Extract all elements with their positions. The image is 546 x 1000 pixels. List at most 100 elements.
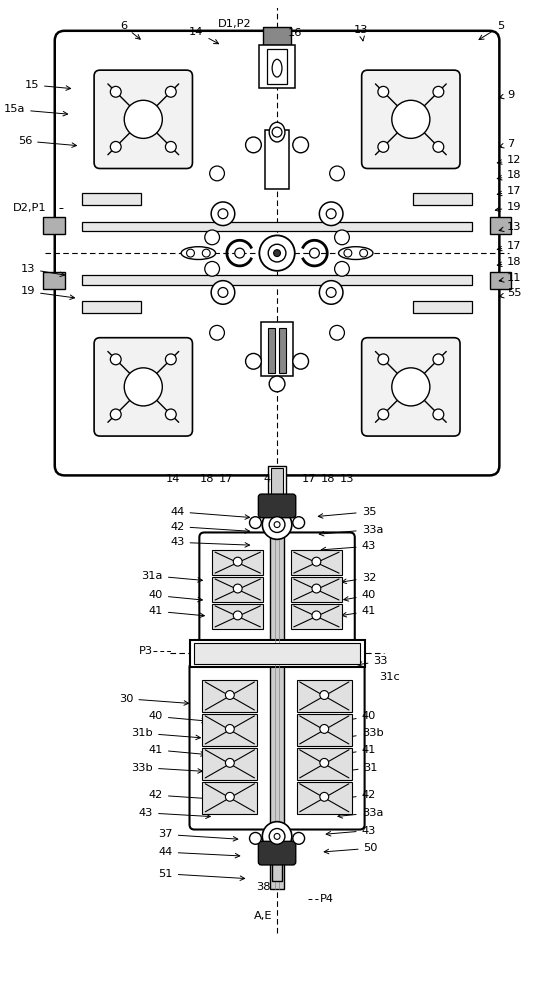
Bar — [203, 748, 257, 780]
Circle shape — [246, 353, 262, 369]
Circle shape — [327, 288, 336, 297]
Text: 18: 18 — [200, 474, 215, 484]
Circle shape — [250, 517, 262, 529]
Circle shape — [225, 691, 234, 699]
Circle shape — [274, 522, 280, 528]
Circle shape — [433, 409, 444, 420]
Text: 40: 40 — [149, 711, 206, 723]
Bar — [271, 468, 283, 503]
Bar — [267, 49, 287, 84]
Bar — [203, 714, 257, 746]
Text: A,E: A,E — [254, 911, 272, 921]
Ellipse shape — [269, 122, 285, 142]
Circle shape — [259, 235, 295, 271]
Circle shape — [433, 141, 444, 152]
Text: 31c: 31c — [379, 672, 400, 682]
Text: 30: 30 — [119, 694, 188, 705]
Text: 41: 41 — [149, 745, 205, 756]
Circle shape — [320, 691, 329, 699]
Circle shape — [312, 584, 321, 593]
Text: 18: 18 — [497, 257, 522, 267]
Text: 31a: 31a — [141, 571, 203, 582]
Text: 37: 37 — [158, 829, 238, 841]
Text: 14: 14 — [189, 27, 218, 44]
Circle shape — [225, 758, 234, 767]
Text: 35: 35 — [318, 507, 376, 518]
Text: 41: 41 — [264, 474, 278, 484]
Circle shape — [335, 230, 349, 245]
Circle shape — [378, 409, 389, 420]
Circle shape — [235, 248, 245, 258]
Bar — [272, 861, 282, 881]
Circle shape — [319, 202, 343, 226]
Text: 38: 38 — [256, 882, 270, 892]
Circle shape — [210, 325, 224, 340]
Circle shape — [165, 409, 176, 420]
Circle shape — [392, 100, 430, 138]
FancyBboxPatch shape — [361, 70, 460, 169]
Text: 17: 17 — [218, 474, 233, 484]
Text: 32: 32 — [342, 573, 376, 584]
Bar — [270, 525, 284, 889]
Bar — [490, 217, 511, 234]
Circle shape — [327, 209, 336, 219]
Text: 33a: 33a — [319, 525, 383, 536]
Circle shape — [320, 792, 329, 801]
Circle shape — [203, 249, 210, 257]
Bar — [194, 643, 360, 664]
Text: 15a: 15a — [4, 104, 68, 116]
Bar — [82, 275, 472, 285]
Circle shape — [293, 137, 308, 153]
Bar — [291, 550, 342, 575]
Circle shape — [378, 86, 389, 97]
FancyBboxPatch shape — [94, 70, 192, 169]
FancyBboxPatch shape — [94, 338, 192, 436]
Bar — [82, 193, 141, 205]
Text: D1,P2: D1,P2 — [218, 19, 252, 29]
Text: 40: 40 — [344, 711, 376, 722]
Circle shape — [225, 792, 234, 801]
Text: 33b: 33b — [346, 728, 383, 739]
Circle shape — [110, 86, 121, 97]
Circle shape — [124, 100, 162, 138]
Text: 44: 44 — [170, 507, 250, 519]
Bar — [279, 328, 286, 373]
Text: 5: 5 — [479, 21, 505, 40]
Ellipse shape — [181, 247, 216, 259]
Text: 50: 50 — [324, 843, 378, 854]
Circle shape — [205, 261, 219, 276]
Circle shape — [269, 829, 285, 844]
Text: 33: 33 — [358, 656, 388, 666]
Bar — [296, 680, 352, 712]
Text: 33a: 33a — [338, 808, 383, 818]
Text: 9: 9 — [499, 90, 514, 100]
Bar — [413, 301, 472, 313]
Circle shape — [274, 250, 281, 257]
Circle shape — [293, 517, 305, 529]
Bar — [43, 272, 64, 289]
Text: 56: 56 — [18, 136, 76, 147]
FancyBboxPatch shape — [361, 338, 460, 436]
Text: 11: 11 — [499, 273, 522, 283]
Bar — [262, 322, 293, 376]
Circle shape — [269, 376, 285, 392]
Circle shape — [272, 127, 282, 137]
Circle shape — [378, 141, 389, 152]
Circle shape — [335, 261, 349, 276]
Text: 17: 17 — [301, 474, 316, 484]
Bar — [291, 604, 342, 629]
Circle shape — [211, 281, 235, 304]
Circle shape — [360, 249, 367, 257]
Circle shape — [165, 86, 176, 97]
Bar — [259, 45, 295, 88]
Circle shape — [312, 611, 321, 620]
Circle shape — [110, 409, 121, 420]
Text: D2,P1: D2,P1 — [13, 203, 46, 213]
Text: 41: 41 — [342, 745, 376, 756]
Text: 12: 12 — [497, 155, 521, 165]
Ellipse shape — [339, 247, 373, 259]
Bar — [296, 714, 352, 746]
Bar — [82, 301, 141, 313]
Circle shape — [110, 354, 121, 365]
Text: 43: 43 — [321, 541, 376, 552]
